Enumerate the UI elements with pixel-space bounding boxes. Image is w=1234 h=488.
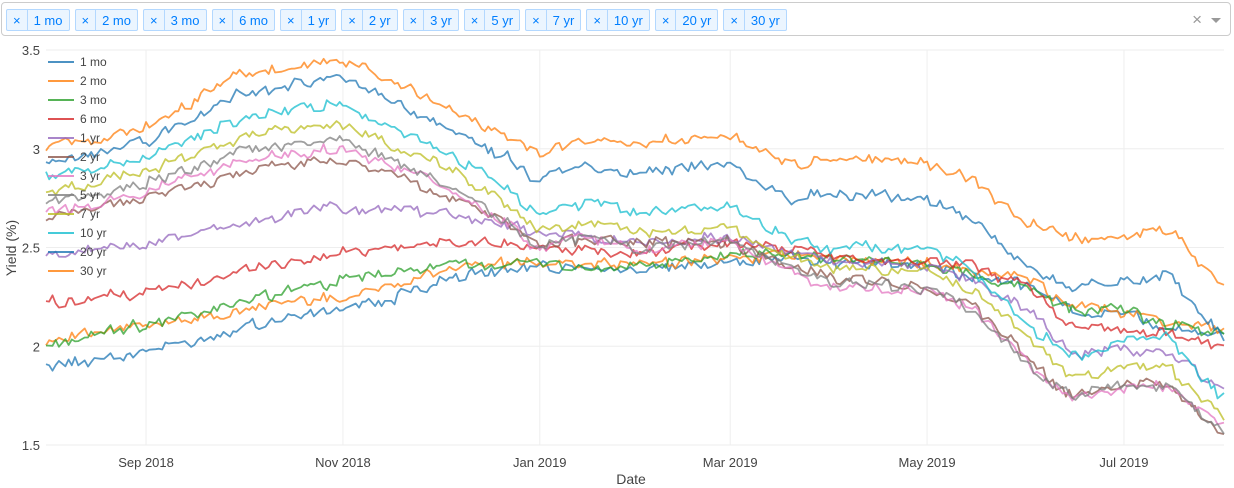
series-line-3-yr[interactable] xyxy=(45,143,1225,426)
x-tick-label: Nov 2018 xyxy=(315,455,371,470)
remove-tag-icon[interactable]: × xyxy=(465,10,486,30)
tag-label: 1 mo xyxy=(33,12,63,28)
series-line-1-mo[interactable] xyxy=(45,250,1225,372)
tag-label: 7 yr xyxy=(552,12,575,28)
clear-all-icon[interactable]: × xyxy=(1192,10,1202,29)
y-tick-label: 1.5 xyxy=(22,438,40,453)
tag-label: 1 yr xyxy=(307,12,330,28)
tag-3-yr: × 3 yr xyxy=(402,9,459,31)
tag-label: 6 mo xyxy=(239,12,268,28)
tag-3-mo: × 3 mo xyxy=(143,9,207,31)
tag-label: 2 yr xyxy=(368,12,391,28)
legend-label[interactable]: 2 yr xyxy=(80,150,100,164)
tag-label: 2 mo xyxy=(102,12,131,28)
remove-tag-icon[interactable]: × xyxy=(342,10,363,30)
series-line-1-yr[interactable] xyxy=(45,201,1225,390)
remove-tag-icon[interactable]: × xyxy=(724,10,745,30)
axes: 1.5 2 2.5 3 3.5 Sep 2018 Nov 2018 Jan 2019 Mar 2… xyxy=(22,43,1149,470)
x-tick-label: Mar 2019 xyxy=(703,455,758,470)
tag-label: 20 yr xyxy=(682,12,712,28)
tag-6-mo: × 6 mo xyxy=(211,9,275,31)
tag-7-yr: × 7 yr xyxy=(525,9,582,31)
tag-label: 3 yr xyxy=(430,12,452,28)
series-line-7-yr[interactable] xyxy=(45,120,1225,421)
remove-tag-icon[interactable]: × xyxy=(656,10,677,30)
x-axis-label: Date xyxy=(616,471,646,487)
series-line-2-mo[interactable] xyxy=(45,249,1225,346)
remove-tag-icon[interactable]: × xyxy=(213,10,234,30)
legend: 1 mo 2 mo 3 mo 6 mo 1 yr 2 yr 3 yr 5 yr 7 yr 10 y… xyxy=(48,55,107,278)
remove-tag-icon[interactable]: × xyxy=(587,10,608,30)
y-tick-label: 2 xyxy=(33,339,40,354)
x-tick-label: Sep 2018 xyxy=(118,455,174,470)
y-tick-label: 2.5 xyxy=(22,241,40,256)
remove-tag-icon[interactable]: × xyxy=(76,10,97,30)
y-tick-label: 3.5 xyxy=(22,43,40,58)
legend-label[interactable]: 30 yr xyxy=(80,264,107,278)
remove-tag-icon[interactable]: × xyxy=(404,10,425,30)
y-axis-label: Yield (%) xyxy=(3,220,19,276)
tag-1-yr: × 1 yr xyxy=(280,9,337,31)
tenor-multi-select[interactable]: × 1 mo × 2 mo × 3 mo × 6 mo × 1 yr × 2 yr × 3 yr × 5 yr… xyxy=(1,2,1231,36)
series-line-10-yr[interactable] xyxy=(45,99,1225,400)
legend-label[interactable]: 20 yr xyxy=(80,245,107,259)
selected-tags: × 1 mo × 2 mo × 3 mo × 6 mo × 1 yr × 2 yr × 3 yr × 5 yr… xyxy=(6,9,787,31)
x-tick-label: Jul 2019 xyxy=(1099,455,1148,470)
y-tick-label: 3 xyxy=(33,142,40,157)
x-tick-label: Jan 2019 xyxy=(513,455,567,470)
remove-tag-icon[interactable]: × xyxy=(281,10,302,30)
tag-label: 30 yr xyxy=(750,12,780,28)
legend-label[interactable]: 5 yr xyxy=(80,188,100,202)
legend-label[interactable]: 7 yr xyxy=(80,207,100,221)
tag-1-mo: × 1 mo xyxy=(6,9,70,31)
series-lines xyxy=(45,57,1225,435)
legend-label[interactable]: 3 mo xyxy=(80,93,107,107)
tag-label: 10 yr xyxy=(613,12,643,28)
yield-curve-chart: 1.5 2 2.5 3 3.5 Sep 2018 Nov 2018 Jan 2019 Mar 2… xyxy=(3,43,1225,487)
tag-5-yr: × 5 yr xyxy=(463,9,521,31)
tag-2-yr: × 2 yr xyxy=(341,9,398,31)
remove-tag-icon[interactable]: × xyxy=(7,10,28,30)
tag-10-yr: × 10 yr xyxy=(586,9,650,31)
legend-label[interactable]: 10 yr xyxy=(80,226,107,240)
grid xyxy=(46,49,1224,446)
series-line-20-yr[interactable] xyxy=(45,74,1225,342)
remove-tag-icon[interactable]: × xyxy=(526,10,547,30)
tag-label: 5 yr xyxy=(491,12,514,28)
legend-label[interactable]: 1 yr xyxy=(80,131,100,145)
series-line-3-mo[interactable] xyxy=(45,248,1225,348)
x-tick-label: May 2019 xyxy=(899,455,956,470)
legend-label[interactable]: 6 mo xyxy=(80,112,107,126)
dropdown-arrow-icon[interactable] xyxy=(1211,18,1221,23)
legend-label[interactable]: 3 yr xyxy=(80,169,100,183)
series-line-6-mo[interactable] xyxy=(45,236,1225,350)
legend-label[interactable]: 2 mo xyxy=(80,74,107,88)
series-line-30-yr[interactable] xyxy=(45,57,1225,286)
legend-label[interactable]: 1 mo xyxy=(80,55,107,69)
series-line-5-yr[interactable] xyxy=(45,135,1225,435)
remove-tag-icon[interactable]: × xyxy=(144,10,165,30)
tag-2-mo: × 2 mo xyxy=(74,9,138,31)
tag-20-yr: × 20 yr xyxy=(654,9,719,31)
tag-30-yr: × 30 yr xyxy=(723,9,787,31)
series-line-2-yr[interactable] xyxy=(45,156,1225,435)
tag-label: 3 mo xyxy=(170,12,200,28)
